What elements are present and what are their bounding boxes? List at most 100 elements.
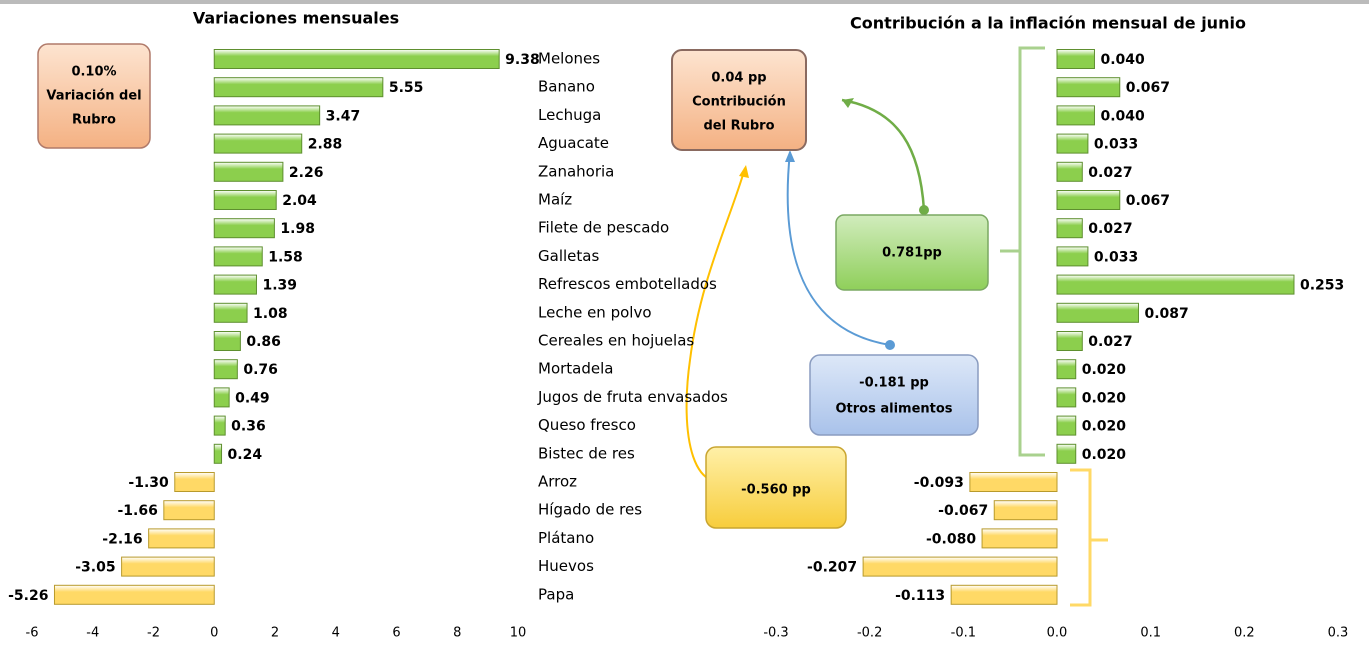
bar: [174, 472, 215, 492]
bar: [981, 528, 1058, 549]
bar: [213, 387, 230, 408]
green-bracket: [1000, 46, 1045, 457]
data-label: -0.207: [807, 560, 857, 576]
data-label: 0.033: [1094, 137, 1138, 153]
bar: [213, 246, 263, 267]
data-label: 0.067: [1126, 193, 1170, 209]
category-label: Queso fresco: [538, 416, 636, 434]
data-label: 0.027: [1088, 334, 1132, 350]
data-label: -2.16: [102, 531, 142, 547]
annotation-box: 0.781pp: [835, 214, 989, 291]
bar: [213, 218, 275, 239]
bar: [213, 105, 321, 126]
x-tick-label: -0.3: [763, 626, 788, 641]
x-tick-label: -0.1: [951, 626, 976, 641]
arrow-head: [785, 150, 795, 162]
category-label: Cereales en hojuelas: [538, 332, 694, 350]
data-label: -1.30: [128, 475, 169, 491]
data-label: 0.36: [231, 419, 266, 435]
bar: [213, 77, 384, 98]
data-label: 0.020: [1082, 447, 1127, 463]
arrow-dot: [885, 340, 895, 350]
bar: [213, 443, 223, 464]
category-label: Banano: [538, 78, 595, 96]
arrow-dot: [919, 205, 929, 215]
bar: [1056, 387, 1077, 408]
category-label: Melones: [538, 50, 600, 68]
bar: [53, 584, 215, 605]
bar: [213, 133, 303, 154]
blue-arrow: [786, 151, 891, 346]
bar: [1056, 246, 1089, 267]
data-label: -0.067: [938, 503, 988, 519]
x-tick-label: -2: [147, 626, 160, 641]
bar: [1056, 359, 1077, 380]
yellow-bracket: [1070, 468, 1108, 607]
annotation-box: -0.181 pp Otros alimentos: [809, 354, 979, 436]
arrow-head: [739, 165, 749, 178]
box: [835, 214, 989, 291]
annotation-text: Variación del: [46, 89, 141, 104]
bar: [950, 584, 1058, 605]
bar: [213, 190, 277, 210]
box: [809, 354, 979, 436]
data-label: 0.020: [1082, 419, 1127, 435]
x-tick-label: 4: [332, 626, 340, 641]
category-label: Refrescos embotellados: [538, 275, 717, 293]
category-label: Filete de pescado: [538, 219, 669, 237]
category-label: Leche en polvo: [538, 303, 652, 321]
data-label: 0.49: [235, 390, 270, 406]
bar: [213, 359, 238, 380]
data-label: 0.040: [1100, 52, 1145, 68]
category-label: Aguacate: [538, 134, 609, 152]
x-tick-label: 8: [453, 626, 461, 641]
x-tick-label: 0.1: [1140, 626, 1161, 641]
category-label: Arroz: [538, 473, 577, 491]
data-label: 0.020: [1082, 362, 1127, 378]
data-label: -3.05: [75, 560, 115, 576]
bar: [121, 556, 215, 577]
bar: [1056, 190, 1121, 210]
data-label: 0.76: [243, 362, 278, 378]
data-label: 0.067: [1126, 80, 1170, 96]
data-label: 5.55: [389, 80, 424, 96]
data-label: 1.08: [253, 306, 288, 322]
bar: [993, 500, 1058, 521]
data-label: -0.093: [914, 475, 964, 491]
data-label: 2.88: [308, 137, 343, 153]
bar: [1056, 77, 1121, 98]
category-label: Zanahoria: [538, 162, 614, 180]
data-label: -0.080: [926, 531, 976, 547]
bar: [1056, 218, 1083, 239]
bar: [1056, 105, 1095, 126]
bar: [1056, 161, 1083, 182]
bar: [213, 331, 241, 351]
x-tick-label: 0.3: [1328, 626, 1349, 641]
category-label: Huevos: [538, 557, 594, 575]
left-title: Variaciones mensuales: [193, 9, 399, 28]
bar: [1056, 415, 1077, 436]
data-label: 0.033: [1094, 249, 1138, 265]
data-label: 1.58: [268, 249, 303, 265]
right-title: Contribución a la inflación mensual de j…: [850, 14, 1246, 33]
x-tick-label: -4: [86, 626, 99, 641]
annotation-text: 0.04 pp: [711, 71, 766, 86]
data-label: 1.98: [280, 221, 315, 237]
bar: [213, 161, 284, 182]
annotation-box: 0.04 pp Contribución del Rubro: [671, 49, 807, 151]
data-label: 0.020: [1082, 390, 1127, 406]
x-tick-label: 2: [271, 626, 279, 641]
category-label: Bistec de res: [538, 444, 635, 462]
category-label: Maíz: [538, 191, 572, 209]
yellow-arrow: [685, 167, 746, 483]
x-tick-label: -6: [26, 626, 39, 641]
bar: [163, 500, 215, 521]
bar: [213, 49, 500, 69]
box: [705, 446, 847, 529]
bar: [1056, 274, 1295, 295]
category-label: Mortadela: [538, 360, 613, 378]
data-label: 2.26: [289, 165, 324, 181]
x-tick-label: -0.2: [857, 626, 882, 641]
green-arrow: [841, 98, 926, 211]
x-tick-label: 6: [392, 626, 400, 641]
